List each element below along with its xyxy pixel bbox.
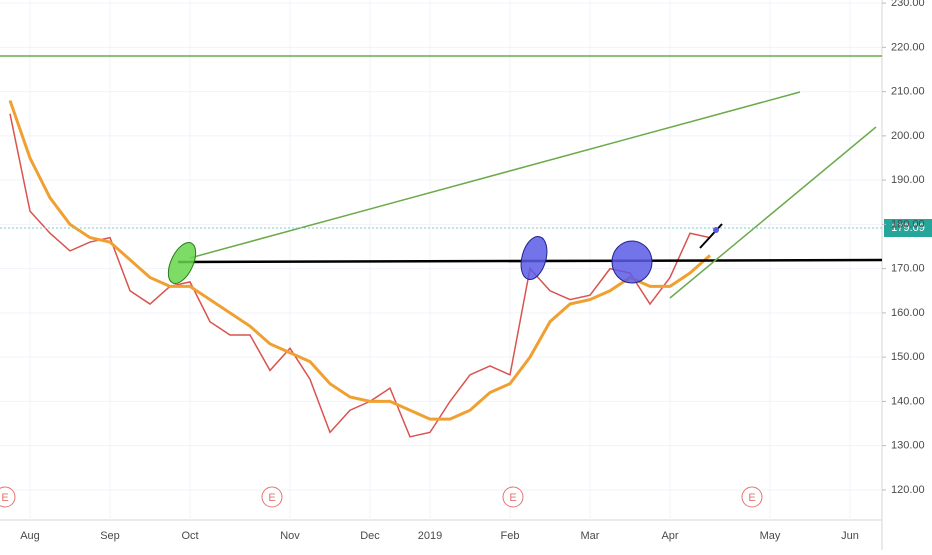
- series-line: [8, 99, 711, 421]
- earnings-badge: [0, 486, 16, 508]
- x-tick-label: Oct: [181, 530, 198, 542]
- highlight: [520, 236, 548, 280]
- plot: [8, 99, 711, 438]
- y-tick-label: 130.00: [891, 440, 925, 452]
- annotations: [0, 55, 883, 299]
- trend-line: [189, 91, 801, 259]
- y-tick-label: 200.00: [891, 130, 925, 142]
- x-tick-label: Sep: [100, 530, 120, 542]
- x-tick-label: 2019: [418, 530, 442, 542]
- y-tick-label: 180.00: [891, 218, 925, 230]
- y-tick-label: 150.00: [891, 351, 925, 363]
- earnings-label: E: [748, 492, 755, 504]
- earnings-label: E: [268, 492, 275, 504]
- y-tick-label: 140.00: [891, 395, 925, 407]
- x-tick-label: Mar: [581, 530, 600, 542]
- y-tick-label: 230.00: [891, 0, 925, 9]
- y-tick-label: 190.00: [891, 174, 925, 186]
- y-tick-label: 170.00: [891, 263, 925, 275]
- highlight: [611, 240, 653, 284]
- last-price-box: [884, 219, 932, 237]
- trend-line: [669, 126, 877, 299]
- earnings-label: E: [1, 492, 8, 504]
- earnings-badge: [502, 486, 524, 508]
- highlight: [167, 242, 197, 284]
- y-tick-label: 220.00: [891, 41, 925, 53]
- earnings-badge: [261, 486, 283, 508]
- x-tick-label: Dec: [360, 530, 380, 542]
- x-tick-label: Jun: [841, 530, 859, 542]
- series-line: [9, 113, 711, 438]
- y-tick-label: 210.00: [891, 86, 925, 98]
- x-tick-label: Aug: [20, 530, 40, 542]
- y-tick-label: 160.00: [891, 307, 925, 319]
- trend-line: [699, 223, 723, 249]
- x-tick-label: May: [760, 530, 781, 542]
- earnings-label: E: [509, 492, 516, 504]
- x-tick-label: Apr: [661, 530, 678, 542]
- x-tick-label: Nov: [280, 530, 300, 542]
- earnings-badge: [741, 486, 763, 508]
- last-price-label: 179.09: [891, 222, 925, 234]
- y-tick-label: 120.00: [891, 484, 925, 496]
- x-tick-label: Feb: [501, 530, 520, 542]
- highlight: [713, 227, 719, 233]
